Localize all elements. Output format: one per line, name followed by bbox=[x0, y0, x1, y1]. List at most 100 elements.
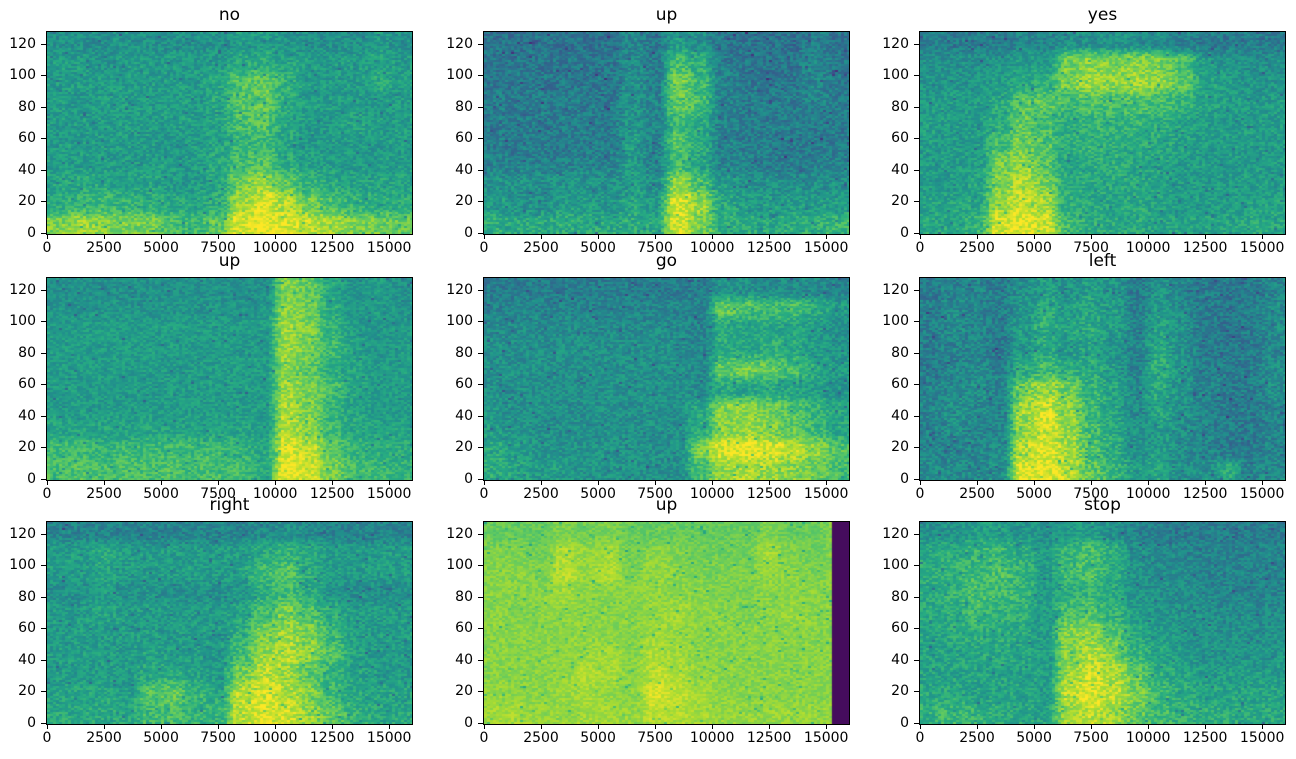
x-tick bbox=[1148, 724, 1150, 729]
spectrogram-heatmap bbox=[47, 278, 412, 480]
x-tick bbox=[1262, 724, 1264, 729]
y-tick bbox=[41, 723, 46, 724]
x-tick bbox=[1262, 234, 1264, 239]
x-tick bbox=[1148, 480, 1150, 485]
y-tick bbox=[478, 169, 483, 171]
x-tick-label: 7500 bbox=[1073, 240, 1109, 256]
y-tick bbox=[914, 138, 919, 140]
x-tick-label: 5000 bbox=[580, 240, 616, 256]
y-tick-label: 0 bbox=[27, 471, 36, 487]
x-tick-label: 15000 bbox=[366, 486, 412, 502]
x-tick bbox=[275, 724, 277, 729]
y-tick-label: 40 bbox=[18, 407, 36, 424]
x-tick-label: 10000 bbox=[689, 486, 735, 502]
y-tick-label: 120 bbox=[446, 281, 473, 298]
x-tick bbox=[47, 724, 48, 729]
x-tick bbox=[389, 234, 391, 239]
x-tick bbox=[47, 480, 48, 485]
x-tick-label: 5000 bbox=[1016, 730, 1052, 746]
y-tick-label: 0 bbox=[464, 471, 473, 487]
x-tick-label: 5000 bbox=[580, 730, 616, 746]
y-tick-label: 100 bbox=[882, 557, 909, 574]
x-tick bbox=[1091, 234, 1093, 239]
subplot-title: up bbox=[655, 495, 678, 515]
x-tick bbox=[712, 724, 714, 729]
y-tick-label: 0 bbox=[464, 715, 473, 731]
y-tick-label: 100 bbox=[882, 313, 909, 330]
x-tick bbox=[920, 480, 921, 485]
x-tick bbox=[1091, 724, 1093, 729]
y-tick-label: 40 bbox=[18, 651, 36, 668]
x-tick-label: 12500 bbox=[309, 240, 355, 256]
x-tick bbox=[1148, 234, 1150, 239]
plot-area bbox=[46, 277, 413, 481]
x-tick-label: 15000 bbox=[366, 240, 412, 256]
y-tick-label: 20 bbox=[18, 193, 36, 210]
x-tick bbox=[598, 234, 600, 239]
x-tick-label: 2500 bbox=[86, 730, 122, 746]
y-tick bbox=[478, 289, 483, 291]
x-tick bbox=[104, 480, 106, 485]
plot-area bbox=[919, 521, 1286, 725]
spectrogram-heatmap bbox=[484, 32, 849, 234]
x-tick bbox=[389, 724, 391, 729]
y-tick bbox=[478, 352, 483, 354]
y-tick-label: 40 bbox=[455, 161, 473, 178]
y-tick bbox=[41, 565, 46, 567]
y-tick bbox=[478, 233, 483, 234]
y-tick bbox=[478, 479, 483, 480]
y-tick-label: 40 bbox=[891, 407, 909, 424]
x-tick-label: 2500 bbox=[86, 486, 122, 502]
x-tick bbox=[1205, 234, 1207, 239]
x-tick-label: 12500 bbox=[746, 730, 792, 746]
x-tick-label: 2500 bbox=[959, 486, 995, 502]
x-tick bbox=[104, 724, 106, 729]
y-tick bbox=[478, 321, 483, 323]
x-tick-label: 12500 bbox=[1182, 486, 1228, 502]
y-tick bbox=[914, 533, 919, 535]
y-tick bbox=[41, 596, 46, 598]
subplot-no: no 0 2500 5000 7500 10000 12500 15000 0 20 40 60 80… bbox=[9, 5, 413, 256]
y-tick-label: 120 bbox=[9, 525, 36, 542]
x-tick bbox=[275, 480, 277, 485]
y-tick-label: 120 bbox=[446, 35, 473, 52]
y-tick-label: 80 bbox=[455, 588, 473, 605]
y-tick bbox=[478, 533, 483, 535]
plot-area bbox=[483, 521, 850, 725]
y-tick-label: 100 bbox=[9, 67, 36, 84]
plot-area bbox=[46, 521, 413, 725]
x-tick bbox=[826, 234, 828, 239]
y-tick-label: 120 bbox=[9, 281, 36, 298]
y-tick-label: 120 bbox=[9, 35, 36, 52]
x-tick-label: 5000 bbox=[1016, 240, 1052, 256]
x-tick bbox=[1205, 724, 1207, 729]
y-tick bbox=[41, 659, 46, 661]
x-tick-label: 5000 bbox=[580, 486, 616, 502]
y-tick bbox=[41, 201, 46, 203]
x-tick bbox=[332, 724, 334, 729]
x-tick bbox=[218, 480, 220, 485]
x-tick bbox=[920, 234, 921, 239]
x-tick-label: 2500 bbox=[86, 240, 122, 256]
y-tick bbox=[41, 289, 46, 291]
y-tick bbox=[478, 659, 483, 661]
y-tick-label: 120 bbox=[882, 281, 909, 298]
x-tick bbox=[484, 724, 485, 729]
y-tick-label: 20 bbox=[891, 683, 909, 700]
y-tick-label: 0 bbox=[900, 471, 909, 487]
x-tick-label: 15000 bbox=[803, 730, 849, 746]
y-tick bbox=[914, 628, 919, 630]
y-tick bbox=[914, 201, 919, 203]
x-tick-label: 0 bbox=[42, 240, 52, 256]
y-tick-label: 60 bbox=[18, 376, 36, 393]
x-tick-label: 15000 bbox=[1239, 730, 1285, 746]
y-tick-label: 80 bbox=[18, 588, 36, 605]
y-tick-label: 100 bbox=[446, 313, 473, 330]
x-tick bbox=[769, 234, 771, 239]
x-tick-label: 15000 bbox=[1239, 486, 1285, 502]
x-tick bbox=[655, 480, 657, 485]
x-tick bbox=[826, 480, 828, 485]
y-tick-label: 80 bbox=[891, 588, 909, 605]
subplot-title: left bbox=[1088, 251, 1117, 271]
